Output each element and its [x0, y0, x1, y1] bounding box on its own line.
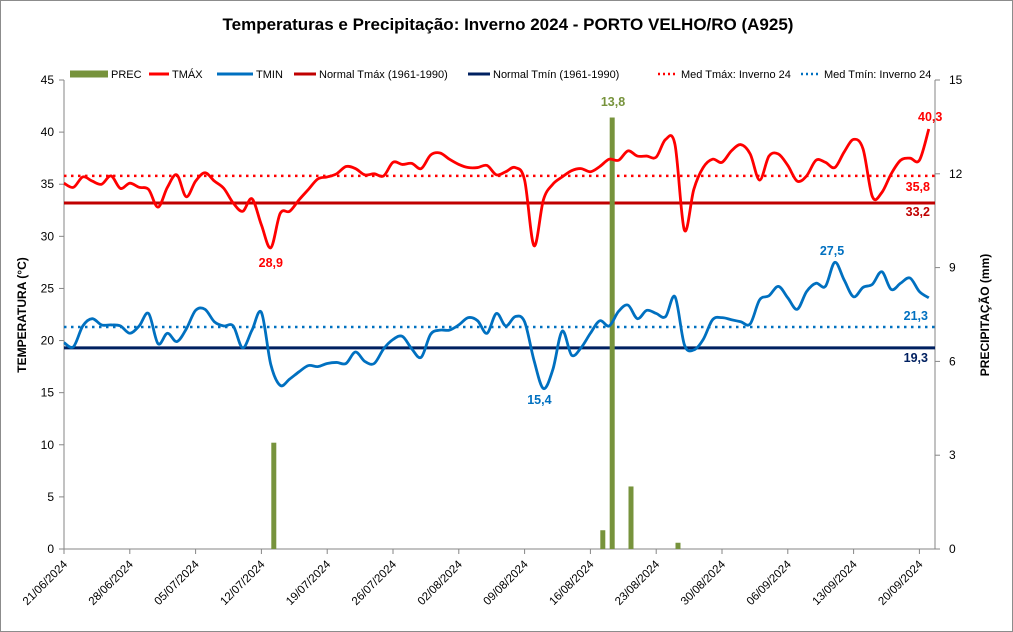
- prec-bar: [675, 542, 681, 549]
- x-tick-label: 02/08/2024: [416, 558, 466, 608]
- x-tick-label: 26/07/2024: [350, 558, 400, 608]
- y2-tick-label: 12: [949, 167, 963, 181]
- y2-axis-label: PRECIPITAÇÃO (mm): [977, 254, 992, 376]
- y2-tick-label: 9: [949, 261, 956, 275]
- tmin-line: [63, 261, 930, 390]
- x-tick-label: 06/09/2024: [745, 558, 795, 608]
- legend-item: Med Tmín: Inverno 24: [824, 69, 931, 81]
- data-label-med-tmin: 21,3: [904, 309, 928, 323]
- chart-title: Temperaturas e Precipitação: Inverno 202…: [223, 15, 794, 34]
- prec-bar: [609, 117, 615, 550]
- y-tick-label: 15: [41, 386, 55, 400]
- legend-item: TMÁX: [172, 68, 203, 81]
- data-label-tmin-max: 27,5: [820, 244, 844, 258]
- data-label-normal-tmax: 33,2: [906, 205, 930, 219]
- x-tick-label: 05/07/2024: [153, 558, 203, 608]
- prec-bar: [271, 442, 277, 549]
- y-tick-label: 30: [41, 229, 55, 243]
- y-axis-label: TEMPERATURA (°C): [15, 257, 29, 372]
- data-label-tmax-min: 28,9: [259, 256, 283, 270]
- data-label-prec-max: 13,8: [601, 95, 625, 109]
- x-tick-label: 23/08/2024: [613, 558, 663, 608]
- prec-bar: [628, 486, 634, 549]
- legend-item: Normal Tmín (1961-1990): [493, 69, 619, 81]
- y-tick-label: 5: [47, 490, 54, 504]
- y2-tick-label: 6: [949, 354, 956, 368]
- legend-item: PREC: [111, 69, 142, 81]
- tmax-line: [63, 128, 931, 250]
- y-tick-label: 25: [41, 281, 55, 295]
- x-tick-label: 13/09/2024: [811, 558, 861, 608]
- y2-tick-label: 3: [949, 448, 956, 462]
- legend-item: Normal Tmáx (1961-1990): [319, 69, 448, 81]
- data-label-med-tmax: 35,8: [906, 180, 930, 194]
- x-tick-label: 28/06/2024: [87, 558, 137, 608]
- y-tick-label: 10: [41, 438, 55, 452]
- y-tick-label: 20: [41, 334, 55, 348]
- x-tick-label: 21/06/2024: [21, 558, 71, 608]
- x-tick-label: 30/08/2024: [679, 558, 729, 608]
- legend-item: Med Tmáx: Inverno 24: [681, 69, 791, 81]
- y-tick-label: 35: [41, 177, 55, 191]
- legend-item: TMIN: [256, 69, 283, 81]
- y-tick-label: 40: [41, 125, 55, 139]
- data-label-normal-tmin: 19,3: [904, 351, 928, 365]
- x-tick-label: 09/08/2024: [482, 558, 532, 608]
- x-tick-label: 19/07/2024: [284, 558, 334, 608]
- prec-bar: [600, 530, 606, 549]
- plot-area: [63, 117, 935, 550]
- y2-tick-label: 0: [949, 542, 956, 556]
- data-label-tmax-max: 40,3: [918, 110, 942, 124]
- data-label-tmin-min: 15,4: [527, 393, 551, 407]
- legend: PREC TMÁX TMIN Normal Tmáx (1961-1990) Norma…: [70, 68, 931, 81]
- x-tick-label: 16/08/2024: [547, 558, 597, 608]
- y-tick-label: 45: [41, 73, 55, 87]
- x-tick-label: 20/09/2024: [876, 558, 926, 608]
- y-tick-label: 0: [47, 542, 54, 556]
- y2-tick-label: 15: [949, 73, 963, 87]
- x-tick-label: 12/07/2024: [218, 558, 268, 608]
- data-labels: 28,9 40,3 15,4 27,5 13,8 35,8 33,2 21,3 19,3: [259, 95, 943, 407]
